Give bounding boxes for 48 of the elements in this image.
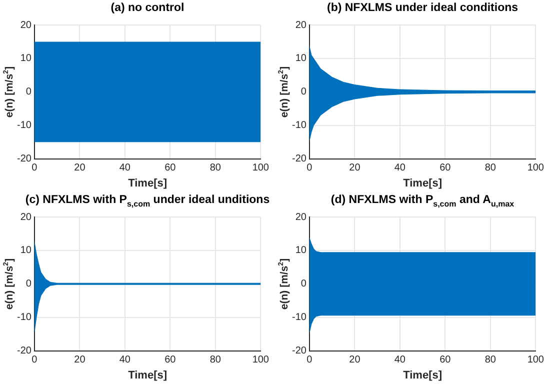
y-tick-label: -20 — [292, 346, 307, 357]
y-tick-label: 0 — [300, 278, 307, 290]
x-tick-label: 60 — [440, 354, 452, 366]
y-tick-label: -10 — [292, 120, 307, 132]
x-tick-label: 100 — [252, 162, 270, 174]
x-axis-title: Time[s] — [403, 177, 442, 190]
x-tick-label: 60 — [440, 162, 452, 174]
y-tick-label: 20 — [295, 212, 307, 223]
x-axis-title: Time[s] — [128, 369, 168, 382]
x-tick-label: 60 — [164, 162, 176, 174]
x-axis-title: Time[s] — [403, 369, 442, 382]
chart-title: (b) NFXLMS under ideal conditions — [326, 2, 520, 14]
y-tick-label: 10 — [20, 53, 32, 64]
chart-title: (c) NFXLMS with P$_{s,com}$ under ideal unditions — [24, 194, 271, 208]
y-tick-label: -20 — [17, 346, 32, 357]
y-tick-label: 0 — [300, 86, 307, 98]
y-tick-label: 20 — [20, 212, 32, 223]
y-tick-label: -10 — [17, 120, 32, 132]
x-tick-label: 80 — [484, 354, 496, 366]
x-tick-label: 20 — [349, 354, 361, 366]
x-tick-label: 80 — [210, 162, 222, 174]
x-tick-label: 40 — [119, 354, 131, 366]
chart-title: (a) no control — [110, 2, 186, 14]
x-tick-label: 40 — [119, 162, 131, 174]
y-tick-label: 0 — [26, 278, 32, 290]
y-tick-label: 20 — [20, 20, 32, 31]
y-tick-label: 10 — [295, 53, 307, 64]
y-tick-label: -20 — [292, 154, 307, 165]
x-tick-label: 100 — [527, 354, 544, 366]
y-tick-label: 10 — [295, 245, 307, 256]
y-tick-label: 10 — [20, 245, 32, 256]
chart-title: (d) NFXLMS with P$_{s,com}$ and A$_{u,max}$ — [330, 194, 516, 208]
x-tick-label: 40 — [394, 162, 406, 174]
y-tick-label: -10 — [17, 312, 32, 324]
x-axis-title: Time[s] — [128, 177, 168, 190]
x-tick-label: 80 — [484, 162, 496, 174]
y-tick-label: -10 — [292, 312, 307, 324]
x-tick-label: 100 — [527, 162, 544, 174]
y-tick-label: 20 — [295, 20, 307, 31]
x-tick-label: 20 — [349, 162, 361, 174]
x-tick-label: 20 — [74, 354, 86, 366]
y-tick-label: -20 — [17, 154, 32, 165]
x-tick-label: 80 — [210, 354, 222, 366]
y-tick-label: 0 — [26, 86, 32, 98]
x-tick-label: 100 — [252, 354, 270, 366]
x-tick-label: 60 — [164, 354, 176, 366]
x-tick-label: 40 — [394, 354, 406, 366]
x-tick-label: 20 — [74, 162, 86, 174]
